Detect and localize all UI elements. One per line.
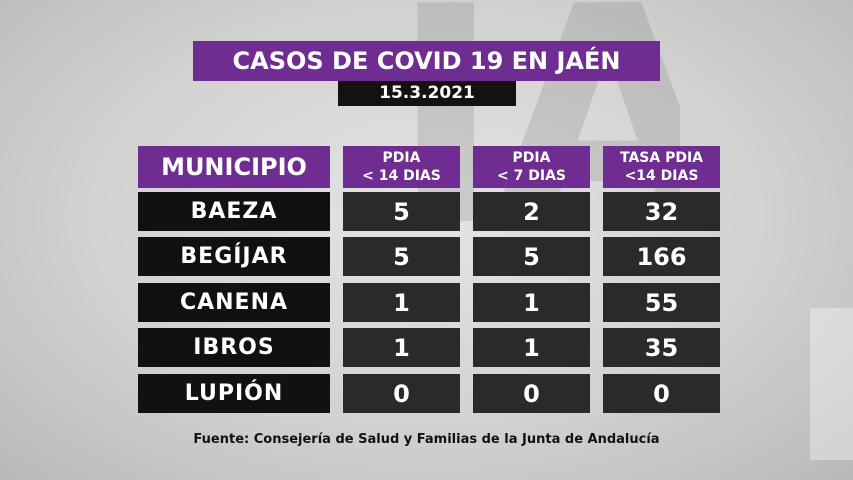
municipality-name: CANENA	[138, 283, 330, 322]
table-cell-value: 35	[603, 328, 720, 367]
column-header-line1: PDIA	[382, 150, 421, 166]
column-header-line2: <14 DIAS	[624, 168, 699, 184]
chart-date: 15.3.2021	[338, 81, 516, 106]
column-header-3: TASA PDIA <14 DIAS	[603, 146, 720, 188]
table-cell-value: 1	[473, 328, 590, 367]
column-header-line1: TASA PDIA	[619, 150, 703, 166]
table-cell-value: 55	[603, 283, 720, 322]
table-cell-value: 0	[343, 374, 460, 413]
municipality-name: BEGÍJAR	[138, 237, 330, 276]
table-cell-value: 5	[343, 237, 460, 276]
background-panel	[810, 308, 853, 460]
table-cell-value: 32	[603, 192, 720, 231]
municipality-name: IBROS	[138, 328, 330, 367]
column-header-line1: PDIA	[512, 150, 551, 166]
municipality-name: LUPIÓN	[138, 374, 330, 413]
table-cell-value: 1	[343, 328, 460, 367]
table-cell-value: 1	[343, 283, 460, 322]
column-header-line1: MUNICIPIO	[161, 153, 307, 181]
table-cell-value: 5	[473, 237, 590, 276]
chart-title: CASOS DE COVID 19 EN JAÉN	[193, 41, 660, 81]
column-header-2: PDIA < 7 DIAS	[473, 146, 590, 188]
column-header-1: PDIA < 14 DIAS	[343, 146, 460, 188]
table-cell-value: 1	[473, 283, 590, 322]
column-header-line2: < 7 DIAS	[497, 168, 566, 184]
table-cell-value: 5	[343, 192, 460, 231]
table-cell-value: 166	[603, 237, 720, 276]
municipality-name: BAEZA	[138, 192, 330, 231]
table-cell-value: 0	[603, 374, 720, 413]
column-header-line2: < 14 DIAS	[362, 168, 441, 184]
column-header-0: MUNICIPIO	[138, 146, 330, 188]
source-note: Fuente: Consejería de Salud y Familias d…	[193, 432, 660, 447]
table-cell-value: 2	[473, 192, 590, 231]
table-cell-value: 0	[473, 374, 590, 413]
